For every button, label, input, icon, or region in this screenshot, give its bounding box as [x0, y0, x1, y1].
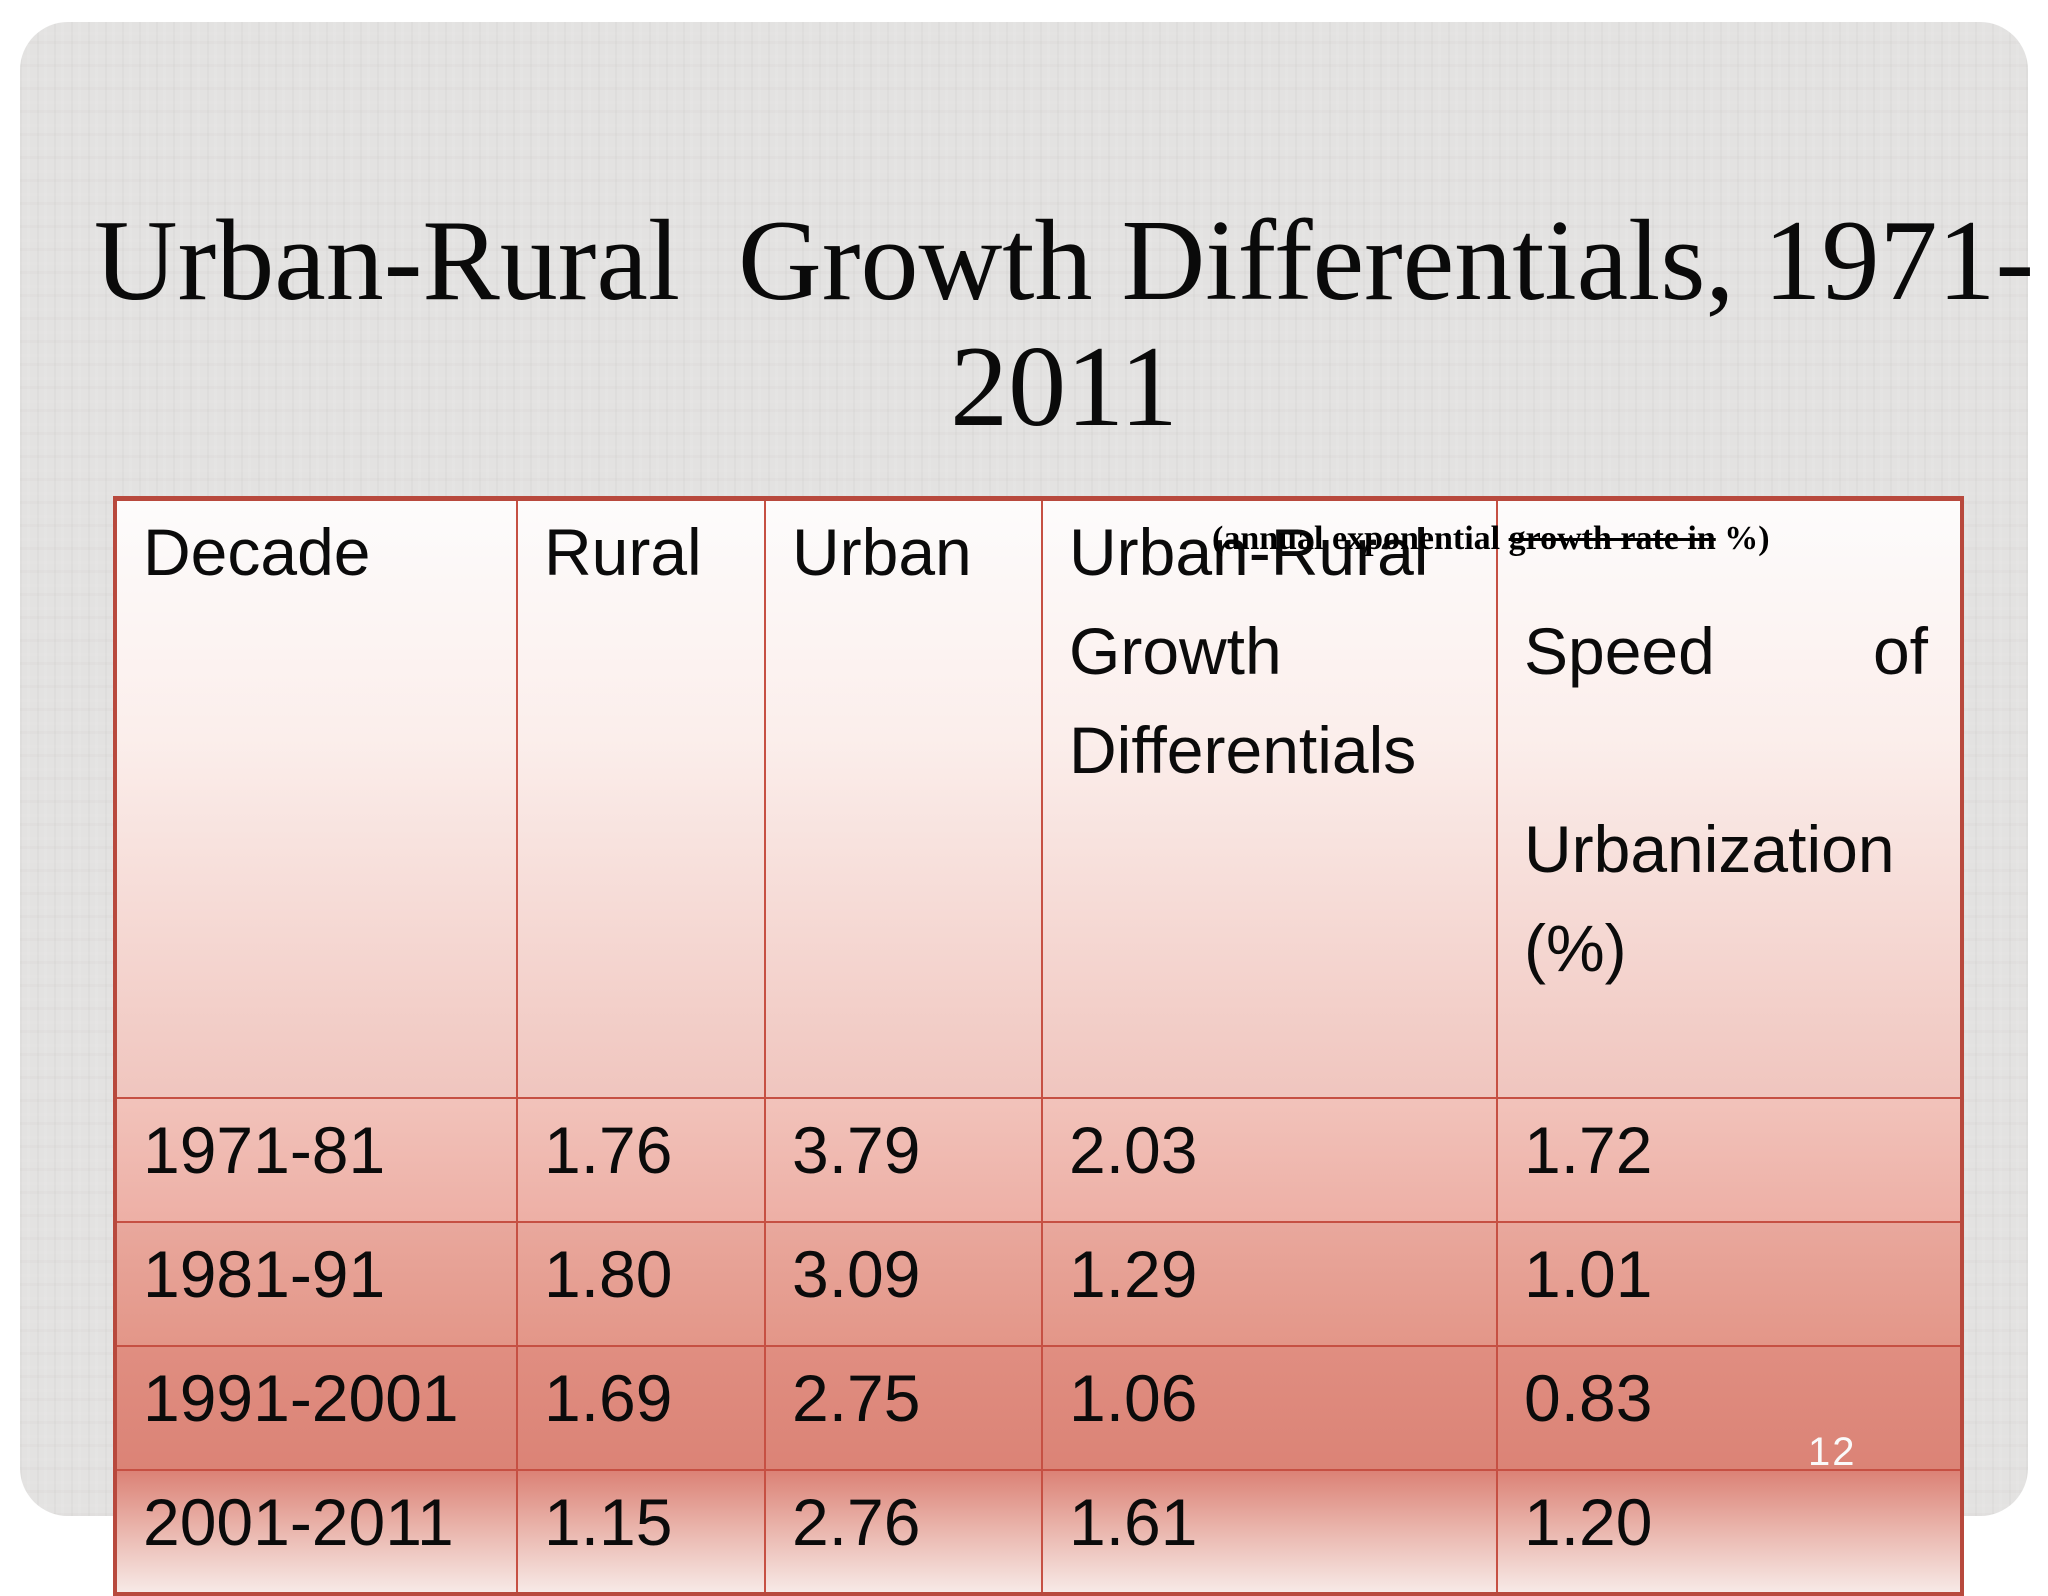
page: { "slide": { "title_lines": ["Urban-Rura…	[20, 22, 2035, 1596]
speed-of-justified-line: Speed of	[1524, 602, 1952, 701]
cell-differential: 2.03	[1041, 1097, 1498, 1223]
cell-urban: 3.79	[764, 1097, 1043, 1223]
table-row: 2001-2011 1.15 2.76 1.61 1.20	[114, 1469, 1963, 1595]
cell-differential: 1.29	[1041, 1221, 1498, 1347]
cell-differential: 1.06	[1041, 1345, 1498, 1471]
cell-speed: 1.20	[1496, 1469, 1963, 1595]
cell-differential: 1.61	[1041, 1469, 1498, 1595]
column-header-rural: Rural	[516, 497, 766, 1099]
cell-decade: 1971-81	[114, 1097, 518, 1223]
table-row: 1971-81 1.76 3.79 2.03 1.72	[114, 1097, 1963, 1223]
cell-rural: 1.15	[516, 1469, 766, 1595]
slide-background: Urban-Rural Growth Differentials, 1971- …	[20, 22, 2034, 1596]
column-header-decade: Decade	[114, 497, 518, 1099]
slide-title-line-2: 2011	[950, 323, 1178, 452]
of-word: of	[1872, 614, 1928, 688]
speed-header-rest: Urbanization (%)	[1524, 812, 1895, 985]
page-number: 12	[1808, 1430, 1857, 1474]
slide-title: Urban-Rural Growth Differentials, 1971- …	[60, 198, 2048, 451]
cell-urban: 2.75	[764, 1345, 1043, 1471]
slide-title-line-1: Urban-Rural Growth Differentials, 1971-	[93, 197, 2035, 325]
cell-rural: 1.69	[516, 1345, 766, 1471]
column-header-urban: Urban	[764, 497, 1043, 1099]
cell-urban: 2.76	[764, 1469, 1043, 1595]
cell-speed: 0.83	[1496, 1345, 1963, 1471]
cell-decade: 1981-91	[114, 1221, 518, 1347]
table-row: 1991-2001 1.69 2.75 1.06 0.83	[114, 1345, 1963, 1471]
speed-word: Speed	[1524, 614, 1715, 688]
column-header-speed-of-urbanization: Speed of Urbanization (%)	[1496, 497, 1963, 1099]
cell-decade: 1991-2001	[114, 1345, 518, 1471]
cell-speed: 1.01	[1496, 1221, 1963, 1347]
table-header-row: Decade Rural Urban Urban-Rural Growth Di…	[114, 497, 1963, 1099]
cell-decade: 2001-2011	[114, 1469, 518, 1595]
growth-differentials-table: Decade Rural Urban Urban-Rural Growth Di…	[113, 496, 1964, 1596]
column-header-growth-differentials: Urban-Rural Growth Differentials	[1041, 497, 1498, 1099]
cell-rural: 1.80	[516, 1221, 766, 1347]
table-row: 1981-91 1.80 3.09 1.29 1.01	[114, 1221, 1963, 1347]
growth-table-container: Decade Rural Urban Urban-Rural Growth Di…	[113, 496, 1964, 1596]
cell-urban: 3.09	[764, 1221, 1043, 1347]
cell-speed: 1.72	[1496, 1097, 1963, 1223]
cell-rural: 1.76	[516, 1097, 766, 1223]
